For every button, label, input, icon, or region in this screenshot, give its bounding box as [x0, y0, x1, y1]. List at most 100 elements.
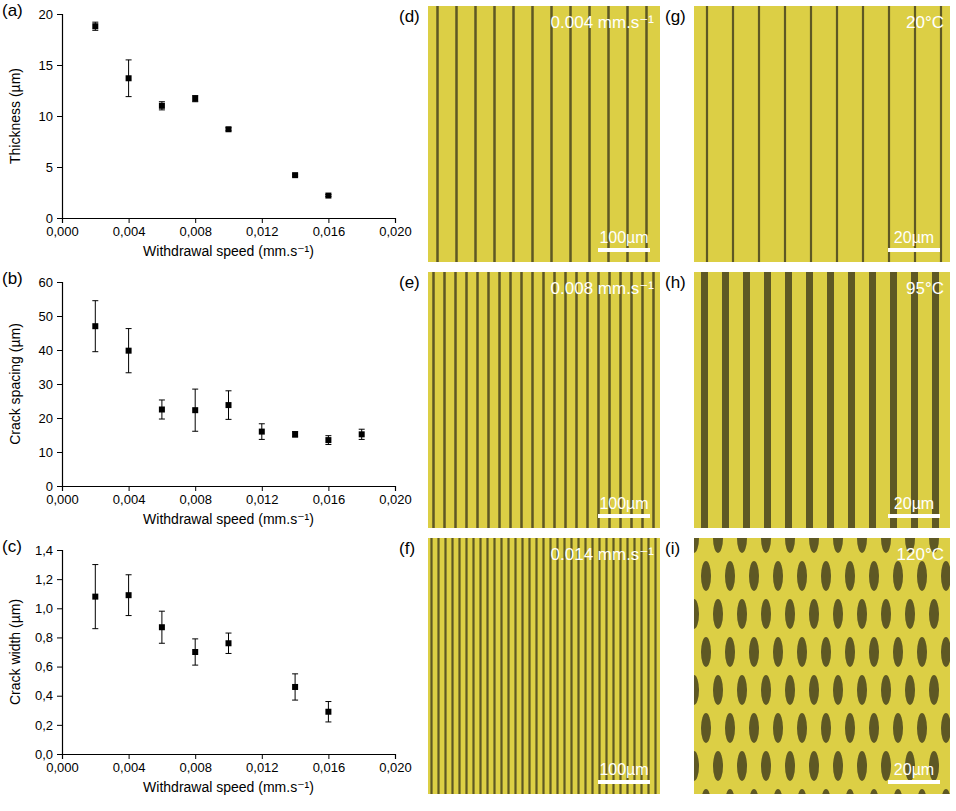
data-point — [92, 23, 98, 29]
crack — [917, 789, 927, 794]
scale-bar-label: 100µm — [599, 229, 648, 246]
crack — [706, 6, 708, 262]
crack — [749, 713, 759, 743]
x-tick: 0,020 — [379, 218, 412, 239]
crack — [809, 599, 819, 629]
crack — [531, 6, 534, 262]
y-tick: 20 — [39, 411, 62, 426]
y-tick-mark — [57, 418, 62, 419]
crack — [941, 561, 950, 591]
micrograph: (d)0.004 mm.s⁻¹100µm — [399, 6, 667, 262]
error-bar-cap — [126, 328, 132, 329]
error-bar — [159, 102, 165, 110]
crack — [809, 538, 819, 553]
error-bar-cap — [159, 109, 165, 110]
crack — [761, 751, 771, 781]
y-tick: 0 — [46, 479, 62, 494]
micrograph-image — [428, 6, 660, 262]
y-tick-mark — [57, 579, 62, 580]
micrograph: (h)95°C20µm — [665, 272, 956, 528]
crack — [694, 751, 699, 781]
crack — [743, 272, 750, 528]
crack — [893, 637, 903, 667]
micrograph: (g)20°C20µm — [665, 6, 956, 262]
y-tick: 0,6 — [35, 659, 62, 674]
x-tick: 0,008 — [179, 754, 212, 775]
error-bar-cap — [226, 390, 232, 391]
crack — [713, 538, 723, 553]
y-tick-mark — [57, 550, 62, 551]
crack — [694, 675, 699, 705]
y-tick: 0,0 — [35, 747, 62, 762]
x-tick-label: 0,012 — [246, 760, 279, 775]
error-bar — [226, 391, 232, 420]
crack — [608, 272, 611, 528]
x-axis-line — [63, 219, 396, 224]
panel-letter: (c) — [2, 537, 22, 556]
crack — [725, 561, 735, 591]
crack — [773, 637, 783, 667]
crack — [914, 6, 916, 262]
crack — [451, 538, 453, 794]
y-tick-label: 0 — [46, 211, 53, 226]
scale-bar-label: 100µm — [599, 761, 648, 778]
y-tick: 40 — [39, 343, 62, 358]
x-axis: 0,0000,0040,0080,0120,0160,020 — [46, 218, 412, 239]
error-bar-cap — [159, 611, 165, 612]
image-label: 0.008 mm.s⁻¹ — [551, 279, 655, 298]
crack — [626, 538, 628, 794]
error-bar-cap — [226, 419, 232, 420]
y-tick-mark — [57, 486, 62, 487]
x-tick: 0,016 — [313, 754, 346, 775]
crack — [493, 6, 496, 262]
crack — [645, 6, 648, 262]
crack — [619, 538, 621, 794]
crack — [932, 272, 939, 528]
y-tick-label: 50 — [39, 309, 53, 324]
x-axis-line — [63, 755, 396, 760]
crack — [881, 538, 891, 553]
scale-bar — [598, 780, 650, 784]
error-bar-cap — [292, 700, 298, 701]
error-bar-cap — [92, 30, 98, 31]
crack — [810, 6, 812, 262]
y-tick-label: 0,2 — [35, 718, 53, 733]
error-bar-cap — [92, 351, 98, 352]
error-bar — [92, 565, 98, 629]
crack — [591, 538, 593, 794]
crack — [761, 599, 771, 629]
error-bar-cap — [292, 673, 298, 674]
error-bar-cap — [259, 423, 265, 424]
scale-bar — [598, 248, 650, 252]
error-bar-cap — [325, 701, 331, 702]
error-bar — [126, 575, 132, 616]
y-tick-mark — [57, 316, 62, 317]
data-point — [126, 75, 132, 81]
crack — [436, 6, 439, 262]
crack — [454, 272, 457, 528]
crack — [848, 272, 855, 528]
y-tick-mark — [57, 667, 62, 668]
crack — [633, 538, 635, 794]
error-bar-cap — [325, 721, 331, 722]
data-point — [92, 594, 98, 600]
x-tick: 0,020 — [379, 486, 412, 507]
error-bar-cap — [259, 439, 265, 440]
y-tick: 0,8 — [35, 630, 62, 645]
y-tick: 0 — [46, 211, 62, 226]
data-point — [159, 407, 165, 413]
crack — [797, 561, 807, 591]
crack — [893, 561, 903, 591]
crack — [773, 713, 783, 743]
crack — [531, 272, 534, 528]
error-bar — [292, 432, 298, 437]
crack — [929, 675, 939, 705]
panel-letter: (a) — [2, 1, 23, 20]
scale-bar-label: 20µm — [894, 761, 934, 778]
crack — [713, 751, 723, 781]
y-tick-mark — [57, 350, 62, 351]
x-tick-mark — [395, 486, 396, 491]
error-bar-cap — [159, 101, 165, 102]
y-tick-mark — [57, 282, 62, 283]
crack — [890, 272, 897, 528]
